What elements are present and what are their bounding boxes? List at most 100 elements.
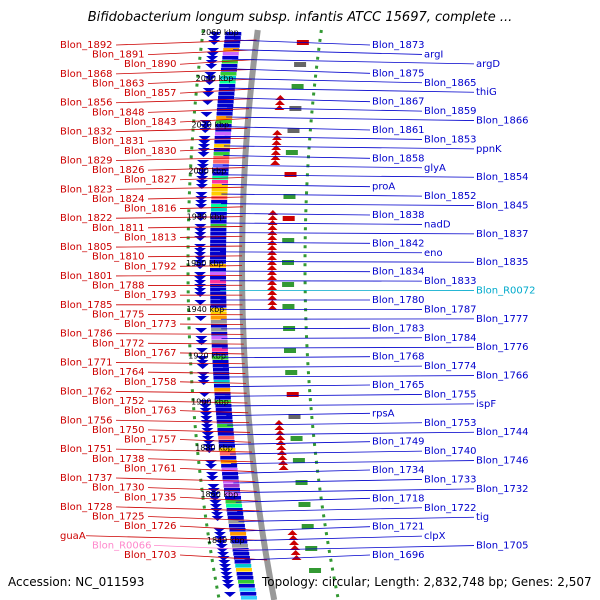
gene-block — [211, 184, 228, 188]
kbp-tick-label: 1940 kbp — [187, 305, 225, 314]
label-connector — [179, 176, 245, 181]
gene-block — [216, 420, 233, 424]
reverse-arrow — [267, 245, 278, 250]
label-connector — [147, 487, 257, 492]
inner-marker — [301, 524, 314, 529]
gene-label: Blon_1829 — [60, 155, 113, 166]
gene-block — [210, 228, 227, 232]
gene-label: Blon_1787 — [424, 304, 477, 315]
gene-label: Blon_1824 — [92, 194, 145, 205]
label-connector — [115, 39, 257, 46]
reverse-arrow — [267, 295, 278, 300]
forward-arrow — [202, 436, 215, 441]
gene-block — [223, 48, 240, 52]
gene-block — [218, 436, 235, 440]
reverse-arrow — [267, 215, 278, 220]
gene-block — [212, 360, 229, 364]
label-connector — [225, 403, 475, 407]
inner-marker — [294, 62, 307, 67]
gene-label: Blon_1832 — [60, 127, 113, 138]
forward-arrow — [194, 292, 207, 297]
label-connector — [230, 68, 371, 74]
label-connector — [222, 174, 475, 178]
gene-label: Blon_1852 — [424, 191, 477, 202]
gene-block — [213, 152, 230, 156]
gene-label: Blon_1763 — [124, 406, 177, 417]
label-connector — [222, 164, 423, 169]
inner-marker — [295, 480, 308, 485]
gene-label: Blon_1856 — [60, 98, 113, 109]
forward-arrow — [216, 548, 229, 553]
map-title: Bifidobacterium longum subsp. infantis A… — [87, 10, 513, 25]
label-connector — [115, 362, 245, 365]
gene-block — [225, 500, 242, 504]
reverse-arrow — [267, 275, 278, 280]
gene-block — [215, 120, 232, 124]
gene-label: Blon_1867 — [372, 97, 425, 108]
gene-label: proA — [372, 182, 395, 193]
gene-block — [219, 452, 236, 456]
gene-label: Blon_1784 — [424, 333, 477, 344]
gene-label: Blon_1811 — [92, 223, 145, 234]
forward-arrow — [197, 160, 210, 165]
gene-label: Blon_1758 — [124, 377, 177, 388]
gene-label: rpsA — [372, 408, 395, 419]
forward-arrow — [208, 492, 221, 497]
gene-label: Blon_1752 — [92, 396, 145, 407]
reverse-arrow — [276, 445, 287, 450]
reverse-arrow — [267, 280, 278, 285]
gene-block — [211, 328, 228, 332]
label-connector — [179, 88, 251, 94]
forward-arrow — [198, 136, 211, 141]
gene-block — [211, 336, 228, 340]
gene-block — [213, 376, 230, 380]
label-connector — [231, 460, 475, 465]
forward-arrow — [197, 152, 210, 157]
gene-block — [218, 92, 235, 96]
inner-marker — [288, 414, 301, 419]
forward-arrow — [200, 416, 213, 421]
gene-label: Blon_1848 — [92, 107, 145, 118]
inner-marker — [292, 458, 305, 463]
gene-label: argI — [424, 49, 443, 60]
gene-label: Blon_1734 — [372, 465, 425, 476]
gene-block — [210, 300, 227, 304]
forward-arrow — [195, 328, 208, 333]
gene-label: Blon_1776 — [476, 342, 529, 353]
label-connector — [85, 535, 264, 541]
label-connector — [239, 526, 371, 532]
label-connector — [147, 429, 251, 433]
forward-arrow — [215, 544, 228, 549]
reverse-arrow — [271, 140, 282, 145]
forward-arrow — [213, 528, 226, 533]
gene-block — [210, 284, 227, 288]
gene-block — [210, 324, 227, 328]
gene-label: Blon_1792 — [124, 261, 177, 272]
forward-arrow — [208, 40, 221, 45]
reverse-arrow — [278, 465, 289, 470]
gene-block — [238, 580, 255, 584]
gene-block — [210, 288, 227, 292]
reverse-arrow — [289, 545, 300, 550]
kbp-tick-label: 1860 kbp — [200, 490, 238, 499]
gene-block — [223, 44, 240, 48]
gene-label: Blon_1833 — [424, 276, 477, 287]
reverse-arrow — [267, 255, 278, 260]
label-connector — [237, 507, 423, 513]
gene-block — [210, 260, 227, 264]
inner-marker — [284, 348, 297, 353]
gene-block — [215, 400, 232, 404]
gene-block — [214, 144, 231, 148]
gene-block — [227, 516, 244, 520]
gene-block — [210, 224, 227, 228]
gene-label: Blon_1757 — [124, 435, 177, 446]
forward-arrow — [196, 356, 209, 361]
label-connector — [147, 371, 246, 374]
gene-label: Blon_1786 — [60, 329, 113, 340]
forward-arrow — [194, 260, 207, 265]
gene-block — [210, 256, 227, 260]
label-connector — [220, 261, 475, 263]
gene-block — [224, 36, 241, 40]
gene-label: Blon_1696 — [372, 550, 425, 561]
